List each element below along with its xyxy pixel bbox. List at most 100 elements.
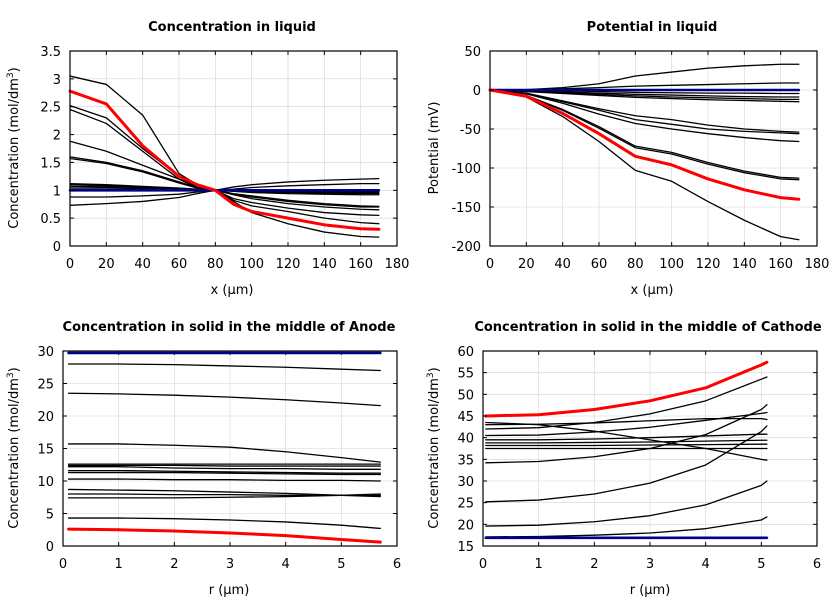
x-tick-label: 2: [170, 557, 178, 572]
y-tick-label: 3.5: [40, 45, 61, 60]
x-tick-label: 40: [554, 257, 571, 272]
series-line: [69, 104, 380, 225]
y-tick-label: 5: [46, 508, 54, 523]
series-line: [67, 469, 381, 474]
y-tick-label: 1.5: [40, 156, 61, 171]
y-axis-label: Concentration (mol/dm3): [426, 367, 442, 529]
x-tick-label: 140: [312, 257, 337, 272]
series-line: [485, 439, 768, 444]
series-line: [489, 89, 800, 103]
panel-anode-solid-concentration: Concentration in solid in the middle of …: [6, 320, 401, 598]
series-line: [489, 89, 800, 181]
y-tick-label: 0: [46, 540, 54, 555]
x-tick-label: 0: [66, 257, 74, 272]
y-tick-label: 0: [473, 84, 481, 99]
series-line: [485, 433, 768, 441]
y-tick-label: 50: [464, 45, 481, 60]
chart-title: Concentration in liquid: [148, 20, 316, 35]
y-tick-label: 20: [37, 410, 54, 425]
series-line: [67, 466, 381, 470]
y-tick-label: 30: [37, 345, 54, 360]
x-tick-label: 60: [591, 257, 608, 272]
series-line: [67, 363, 381, 372]
series-line: [67, 517, 381, 530]
chart-title: Concentration in solid in the middle of …: [474, 320, 822, 335]
x-tick-label: 5: [337, 557, 345, 572]
series-line: [69, 156, 380, 208]
y-tick-label: 30: [457, 475, 474, 490]
x-tick-label: 0: [59, 557, 67, 572]
series-line: [69, 157, 380, 208]
y-tick-label: 1: [53, 184, 61, 199]
x-tick-label: 140: [732, 257, 757, 272]
series-line: [485, 443, 768, 447]
x-tick-label: 20: [98, 257, 115, 272]
y-tick-label: 20: [457, 518, 474, 533]
chart-title: Potential in liquid: [587, 20, 718, 35]
y-tick-label: 35: [457, 453, 474, 468]
x-tick-label: 80: [207, 257, 224, 272]
panel-cathode-solid-concentration: Concentration in solid in the middle of …: [426, 320, 822, 598]
x-tick-label: 1: [535, 557, 543, 572]
y-tick-label: 55: [457, 367, 474, 382]
series-line-highlight: [68, 89, 381, 231]
y-tick-label: 60: [457, 345, 474, 360]
x-axis-label: x (µm): [211, 283, 254, 298]
y-tick-label: -100: [451, 162, 481, 177]
series-line-highlight: [488, 88, 801, 201]
series-line: [485, 516, 768, 538]
series-line-highlight: [484, 360, 769, 418]
series-line-highlight: [67, 527, 382, 544]
x-tick-label: 3: [226, 557, 234, 572]
plot-frame: [69, 50, 398, 247]
series-line: [69, 177, 380, 206]
series-line: [67, 493, 381, 499]
x-tick-label: 5: [757, 557, 765, 572]
x-tick-label: 80: [627, 257, 644, 272]
y-tick-label: -200: [451, 240, 481, 255]
y-tick-label: 45: [457, 410, 474, 425]
y-tick-label: 2.5: [40, 101, 61, 116]
x-tick-label: 60: [171, 257, 188, 272]
chart-title: Concentration in solid in the middle of …: [63, 320, 396, 335]
x-axis-label: r (µm): [630, 583, 671, 598]
y-tick-label: 15: [37, 443, 54, 458]
x-tick-label: 0: [486, 257, 494, 272]
series-line: [489, 63, 800, 91]
y-axis-label: Concentration (mol/dm3): [6, 67, 22, 229]
x-tick-label: 4: [282, 557, 290, 572]
y-tick-label: 0: [53, 240, 61, 255]
series-line: [489, 89, 800, 241]
y-tick-label: -150: [451, 201, 481, 216]
y-axis-label: Potential (mV): [427, 102, 442, 195]
x-tick-label: 40: [134, 257, 151, 272]
y-tick-label: 25: [457, 497, 474, 512]
series-line: [67, 392, 381, 407]
x-tick-label: 160: [768, 257, 793, 272]
series-line: [489, 89, 800, 143]
x-tick-label: 20: [518, 257, 535, 272]
y-tick-label: -50: [460, 123, 481, 138]
series-line: [67, 471, 381, 476]
x-tick-label: 120: [696, 257, 721, 272]
y-tick-label: 2: [53, 129, 61, 144]
x-tick-label: 180: [805, 257, 830, 272]
series-line: [67, 443, 381, 463]
series-line: [67, 478, 381, 482]
series-line: [69, 140, 380, 211]
x-tick-label: 1: [115, 557, 123, 572]
series-line: [489, 89, 800, 179]
x-tick-label: 2: [590, 557, 598, 572]
y-tick-label: 3: [53, 73, 61, 88]
y-tick-label: 40: [457, 432, 474, 447]
x-tick-label: 0: [479, 557, 487, 572]
x-tick-label: 160: [348, 257, 373, 272]
x-tick-label: 180: [385, 257, 410, 272]
series-line: [485, 404, 768, 464]
y-tick-label: 25: [37, 378, 54, 393]
series-line: [67, 464, 381, 467]
x-tick-label: 6: [393, 557, 401, 572]
series-line: [485, 425, 768, 503]
series-line: [485, 376, 768, 430]
